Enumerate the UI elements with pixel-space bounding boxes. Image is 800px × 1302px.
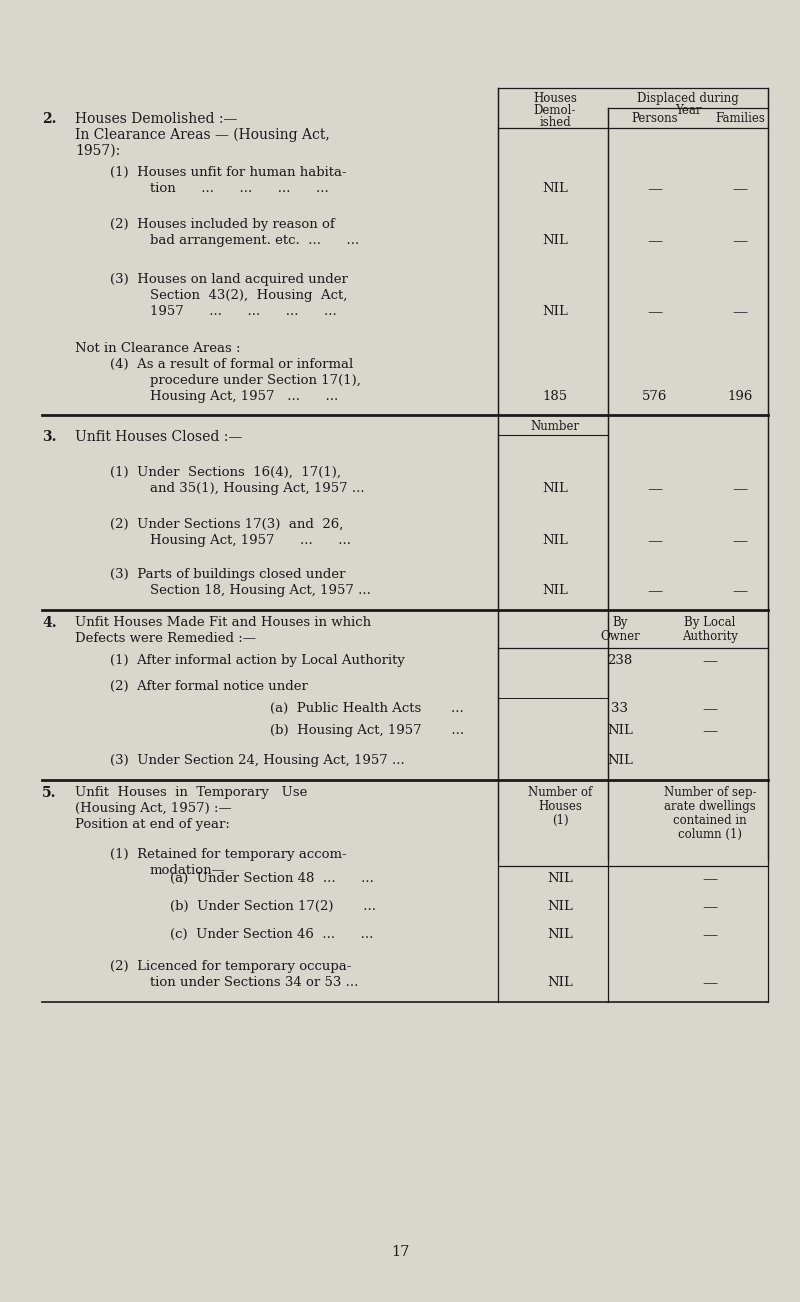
Text: Unfit Houses Made Fit and Houses in which: Unfit Houses Made Fit and Houses in whic… xyxy=(75,616,371,629)
Text: Number of: Number of xyxy=(528,786,592,799)
Text: modation—: modation— xyxy=(150,865,226,878)
Text: —: — xyxy=(732,234,748,247)
Text: Not in Clearance Areas :: Not in Clearance Areas : xyxy=(75,342,241,355)
Text: Housing Act, 1957      ...      ...: Housing Act, 1957 ... ... xyxy=(150,534,351,547)
Text: Houses: Houses xyxy=(538,799,582,812)
Text: Demol-: Demol- xyxy=(534,104,576,117)
Text: NIL: NIL xyxy=(542,305,568,318)
Text: 2.: 2. xyxy=(42,112,57,126)
Text: NIL: NIL xyxy=(542,482,568,495)
Text: Authority: Authority xyxy=(682,630,738,643)
Text: NIL: NIL xyxy=(542,234,568,247)
Text: Houses Demolished :—: Houses Demolished :— xyxy=(75,112,238,126)
Text: —: — xyxy=(702,928,718,943)
Text: NIL: NIL xyxy=(607,724,633,737)
Text: By Local: By Local xyxy=(684,616,736,629)
Text: 3.: 3. xyxy=(42,430,57,444)
Text: 17: 17 xyxy=(391,1245,409,1259)
Text: —: — xyxy=(647,305,662,319)
Text: —: — xyxy=(647,482,662,496)
Text: Section 18, Housing Act, 1957 ...: Section 18, Housing Act, 1957 ... xyxy=(150,585,371,598)
Text: NIL: NIL xyxy=(547,976,573,990)
Text: Defects were Remedied :—: Defects were Remedied :— xyxy=(75,631,256,644)
Text: column (1): column (1) xyxy=(678,828,742,841)
Text: NIL: NIL xyxy=(542,585,568,598)
Text: 1957):: 1957): xyxy=(75,145,120,158)
Text: NIL: NIL xyxy=(542,534,568,547)
Text: (a)  Public Health Acts       ...: (a) Public Health Acts ... xyxy=(270,702,464,715)
Text: By: By xyxy=(612,616,628,629)
Text: tion      ...      ...      ...      ...: tion ... ... ... ... xyxy=(150,182,329,195)
Text: —: — xyxy=(732,482,748,496)
Text: (3)  Houses on land acquired under: (3) Houses on land acquired under xyxy=(110,273,348,286)
Text: 5.: 5. xyxy=(42,786,57,799)
Text: —: — xyxy=(702,702,718,716)
Text: 33: 33 xyxy=(611,702,629,715)
Text: (1)  After informal action by Local Authority: (1) After informal action by Local Autho… xyxy=(110,654,405,667)
Text: and 35(1), Housing Act, 1957 ...: and 35(1), Housing Act, 1957 ... xyxy=(150,482,365,495)
Text: procedure under Section 17(1),: procedure under Section 17(1), xyxy=(150,374,361,387)
Text: Position at end of year:: Position at end of year: xyxy=(75,818,230,831)
Text: Unfit  Houses  in  Temporary   Use: Unfit Houses in Temporary Use xyxy=(75,786,307,799)
Text: 576: 576 xyxy=(642,391,668,404)
Text: (3)  Parts of buildings closed under: (3) Parts of buildings closed under xyxy=(110,568,346,581)
Text: NIL: NIL xyxy=(542,182,568,195)
Text: NIL: NIL xyxy=(547,928,573,941)
Text: (1): (1) xyxy=(552,814,568,827)
Text: contained in: contained in xyxy=(673,814,747,827)
Text: 4.: 4. xyxy=(42,616,57,630)
Text: Displaced during: Displaced during xyxy=(637,92,739,105)
Text: 1957      ...      ...      ...      ...: 1957 ... ... ... ... xyxy=(150,305,337,318)
Text: ished: ished xyxy=(539,116,571,129)
Text: —: — xyxy=(647,585,662,598)
Text: (c)  Under Section 46  ...      ...: (c) Under Section 46 ... ... xyxy=(170,928,374,941)
Text: NIL: NIL xyxy=(547,872,573,885)
Text: Section  43(2),  Housing  Act,: Section 43(2), Housing Act, xyxy=(150,289,347,302)
Text: —: — xyxy=(647,182,662,197)
Text: (a)  Under Section 48  ...      ...: (a) Under Section 48 ... ... xyxy=(170,872,374,885)
Text: Number: Number xyxy=(530,421,579,434)
Text: 238: 238 xyxy=(607,654,633,667)
Text: tion under Sections 34 or 53 ...: tion under Sections 34 or 53 ... xyxy=(150,976,358,990)
Text: —: — xyxy=(702,724,718,738)
Text: (2)  Under Sections 17(3)  and  26,: (2) Under Sections 17(3) and 26, xyxy=(110,518,343,531)
Text: —: — xyxy=(702,872,718,885)
Text: —: — xyxy=(732,585,748,598)
Text: (Housing Act, 1957) :—: (Housing Act, 1957) :— xyxy=(75,802,232,815)
Text: —: — xyxy=(647,534,662,548)
Text: (2)  Houses included by reason of: (2) Houses included by reason of xyxy=(110,217,334,230)
Text: (1)  Houses unfit for human habita-: (1) Houses unfit for human habita- xyxy=(110,165,346,178)
Text: (2)  Licenced for temporary occupa-: (2) Licenced for temporary occupa- xyxy=(110,960,351,973)
Text: Year: Year xyxy=(674,104,702,117)
Text: —: — xyxy=(702,976,718,990)
Text: NIL: NIL xyxy=(607,754,633,767)
Text: (b)  Under Section 17(2)       ...: (b) Under Section 17(2) ... xyxy=(170,900,376,913)
Text: Owner: Owner xyxy=(600,630,640,643)
Text: (2)  After formal notice under: (2) After formal notice under xyxy=(110,680,308,693)
Text: —: — xyxy=(732,534,748,548)
Text: —: — xyxy=(702,654,718,668)
Text: (3)  Under Section 24, Housing Act, 1957 ...: (3) Under Section 24, Housing Act, 1957 … xyxy=(110,754,405,767)
Text: 185: 185 xyxy=(542,391,567,404)
Text: —: — xyxy=(647,234,662,247)
Text: Unfit Houses Closed :—: Unfit Houses Closed :— xyxy=(75,430,242,444)
Text: arate dwellings: arate dwellings xyxy=(664,799,756,812)
Text: (4)  As a result of formal or informal: (4) As a result of formal or informal xyxy=(110,358,354,371)
Text: (1)  Under  Sections  16(4),  17(1),: (1) Under Sections 16(4), 17(1), xyxy=(110,466,341,479)
Text: —: — xyxy=(702,900,718,914)
Text: Persons: Persons xyxy=(632,112,678,125)
Text: NIL: NIL xyxy=(547,900,573,913)
Text: —: — xyxy=(732,182,748,197)
Text: Housing Act, 1957   ...      ...: Housing Act, 1957 ... ... xyxy=(150,391,338,404)
Text: bad arrangement. etc.  ...      ...: bad arrangement. etc. ... ... xyxy=(150,234,359,247)
Text: —: — xyxy=(732,305,748,319)
Text: (b)  Housing Act, 1957       ...: (b) Housing Act, 1957 ... xyxy=(270,724,464,737)
Text: Number of sep-: Number of sep- xyxy=(664,786,756,799)
Text: 196: 196 xyxy=(727,391,753,404)
Text: In Clearance Areas — (Housing Act,: In Clearance Areas — (Housing Act, xyxy=(75,128,330,142)
Text: Families: Families xyxy=(715,112,765,125)
Text: (1)  Retained for temporary accom-: (1) Retained for temporary accom- xyxy=(110,848,346,861)
Text: Houses: Houses xyxy=(533,92,577,105)
